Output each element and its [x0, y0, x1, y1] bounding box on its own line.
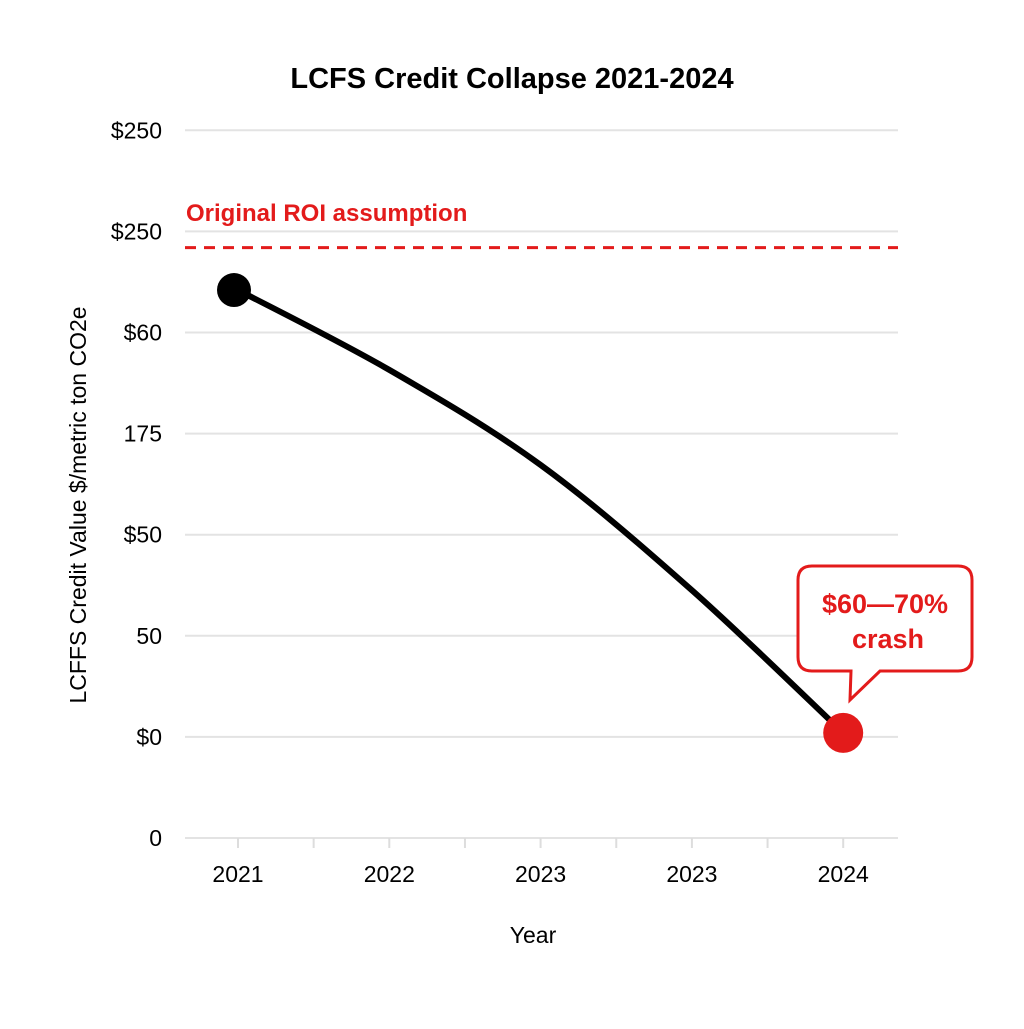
x-tick-label: 2022 [364, 861, 415, 887]
y-tick-label: $60 [124, 320, 162, 346]
callout-line-2: crash [852, 624, 924, 654]
x-tick-label: 2023 [515, 861, 566, 887]
y-tick-label: 0 [149, 825, 162, 851]
x-axis-ticks: 2021 2022 2023 2023 2024 [212, 838, 869, 887]
roi-reference-label: Original ROI assumption [186, 200, 467, 227]
y-axis-ticks: 0 $0 50 $50 175 $60 $250 $250 [111, 117, 162, 851]
data-point-end-highlight [823, 712, 864, 753]
callout-bubble [796, 564, 974, 704]
y-tick-label: $0 [136, 724, 162, 750]
chart-title: LCFS Credit Collapse 2021-2024 [290, 63, 733, 95]
y-tick-label: 175 [124, 421, 162, 447]
data-points [217, 273, 864, 753]
x-axis-label: Year [510, 922, 557, 948]
y-axis-label: LCFFS Credit Value $/metric ton CO2e [65, 306, 91, 703]
callout-line-1: $60—70% [822, 589, 948, 619]
y-tick-label: $250 [111, 117, 162, 143]
gridlines [185, 129, 898, 839]
x-tick-label: 2023 [666, 861, 717, 887]
y-tick-label: 50 [136, 623, 162, 649]
x-tick-label: 2024 [818, 861, 869, 887]
x-tick-label: 2021 [212, 861, 263, 887]
y-tick-label: $250 [111, 218, 162, 244]
data-point-start [217, 273, 251, 308]
y-tick-label: $50 [124, 522, 162, 548]
series-line [235, 287, 847, 736]
crash-callout: $60—70% crash [796, 564, 974, 704]
